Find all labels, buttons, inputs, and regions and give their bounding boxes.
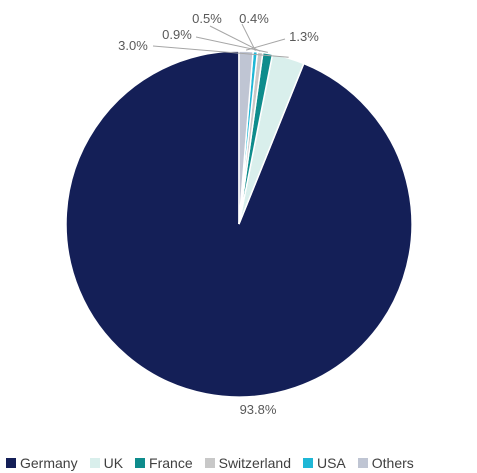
legend-label: Germany — [20, 455, 78, 471]
leader-line-others — [245, 38, 286, 51]
pie-slices — [65, 50, 413, 398]
legend-label: France — [149, 455, 193, 471]
legend-item-uk: UK — [89, 455, 124, 471]
leader-line-switzerland — [209, 25, 261, 52]
legend-swatch — [89, 458, 100, 468]
leader-lines — [152, 23, 289, 58]
legend-swatch — [204, 458, 215, 468]
pie-slice-others — [238, 50, 254, 225]
legend-swatch — [357, 458, 368, 468]
legend-item-others: Others — [357, 455, 414, 471]
legend-label: Others — [371, 455, 414, 471]
data-label-france: 0.9% — [162, 27, 192, 42]
data-label-germany: 93.8% — [240, 402, 277, 417]
legend-item-usa: USA — [302, 455, 346, 471]
legend: Germany UK France Switzerland USA Others — [6, 454, 476, 472]
legend-item-germany: Germany — [6, 455, 78, 471]
leader-line-uk — [152, 45, 289, 58]
legend-swatch — [135, 458, 146, 468]
data-label-switzerland: 0.5% — [192, 11, 222, 26]
leader-line-usa — [241, 23, 256, 51]
legend-label: Switzerland — [218, 455, 291, 471]
leader-line-france — [195, 36, 268, 53]
legend-item-france: France — [135, 455, 193, 471]
legend-label: USA — [316, 455, 346, 471]
legend-swatch — [6, 458, 16, 468]
legend-label: UK — [103, 455, 124, 471]
data-label-uk: 3.0% — [118, 38, 148, 53]
data-label-others: 1.3% — [289, 29, 319, 44]
data-labels: 93.8% 3.0% 0.9%0.5% 0.4% 1.3% — [118, 11, 319, 417]
data-label-usa: 0.4% — [239, 11, 269, 26]
legend-item-switzerland: Switzerland — [204, 455, 291, 471]
legend-swatch — [302, 458, 313, 468]
